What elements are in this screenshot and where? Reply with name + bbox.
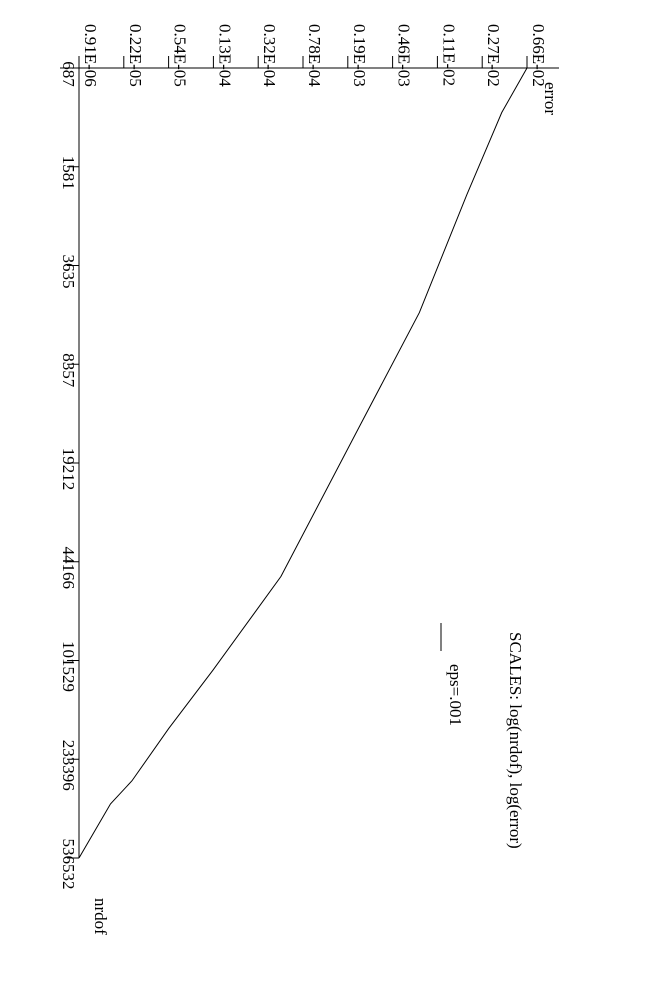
y-tick-label: 0.13E-04	[215, 24, 234, 87]
y-tick-label: 0.46E-03	[395, 24, 414, 87]
y-tick-label: 0.11E-02	[439, 24, 458, 86]
x-tick-label: 687	[59, 61, 78, 87]
y-tick-label: 0.66E-02	[529, 24, 548, 87]
labels-group: 687 1581 3635 8357 19212 44166 101529 233396 536…	[59, 24, 560, 935]
y-tick-label: 0.54E-05	[171, 24, 190, 87]
x-tick-label: 233396	[59, 740, 78, 791]
y-tick-label: 0.32E-04	[260, 24, 279, 87]
scales-note: SCALES: log(nrdof), log(error)	[506, 632, 525, 849]
x-tick-label: 101529	[59, 641, 78, 692]
x-tick-label: 44166	[59, 547, 78, 590]
series-group	[78, 67, 528, 859]
y-tick-label: 0.78E-04	[305, 24, 324, 87]
x-tick-label: 536532	[59, 839, 78, 890]
x-axis-label: nrdof	[91, 898, 110, 935]
x-tick-label: 8357	[59, 353, 78, 388]
y-tick-label: 0.27E-02	[484, 24, 503, 87]
x-tick-label: 3635	[59, 255, 78, 289]
legend-entry-label: eps=.001	[446, 664, 465, 726]
x-tick-label: 1581	[59, 156, 78, 190]
x-tick-label: 19212	[59, 448, 78, 491]
y-tick-label: 0.22E-05	[126, 24, 145, 87]
series-line-eps-001	[78, 67, 528, 859]
y-axis-label: error	[541, 82, 560, 115]
y-tick-label: 0.19E-03	[350, 24, 369, 87]
axes-group	[60, 56, 559, 859]
y-tick-label: 0.91E-06	[81, 24, 100, 87]
